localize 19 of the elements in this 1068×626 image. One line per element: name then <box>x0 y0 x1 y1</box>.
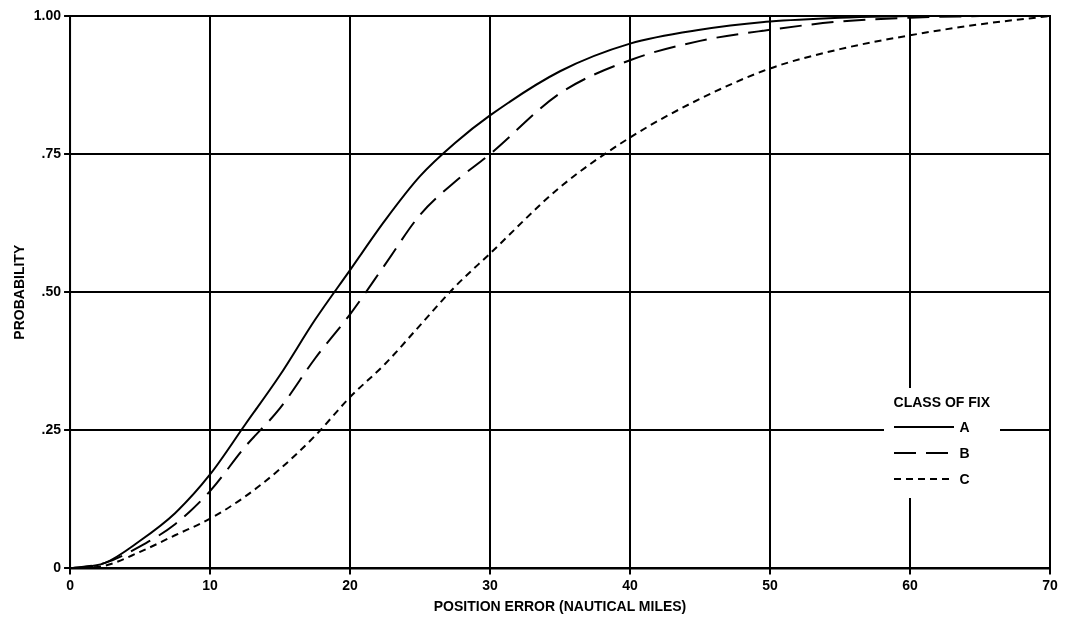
legend-label: A <box>959 419 970 436</box>
x-tick-label: 30 <box>482 576 499 593</box>
x-tick-label: 70 <box>1042 576 1058 593</box>
legend-label: B <box>959 445 970 462</box>
legend-title: CLASS OF FIX <box>893 394 990 411</box>
legend-label: C <box>959 471 970 488</box>
x-tick-label: 20 <box>342 576 359 593</box>
x-tick-label: 40 <box>622 576 639 593</box>
y-tick-label: .50 <box>41 283 62 300</box>
x-tick-label: 50 <box>762 576 779 593</box>
y-tick-label: 0 <box>53 559 62 576</box>
y-axis-title: PROBABILITY <box>11 244 28 340</box>
x-tick-label: 10 <box>202 576 219 593</box>
x-axis-title: POSITION ERROR (NAUTICAL MILES) <box>433 598 687 615</box>
x-tick-label: 60 <box>902 576 918 593</box>
y-tick-label: .25 <box>41 421 62 438</box>
x-tick-label: 0 <box>66 576 75 593</box>
y-tick-label: .75 <box>41 144 62 161</box>
y-tick-label: 1.00 <box>33 6 62 23</box>
